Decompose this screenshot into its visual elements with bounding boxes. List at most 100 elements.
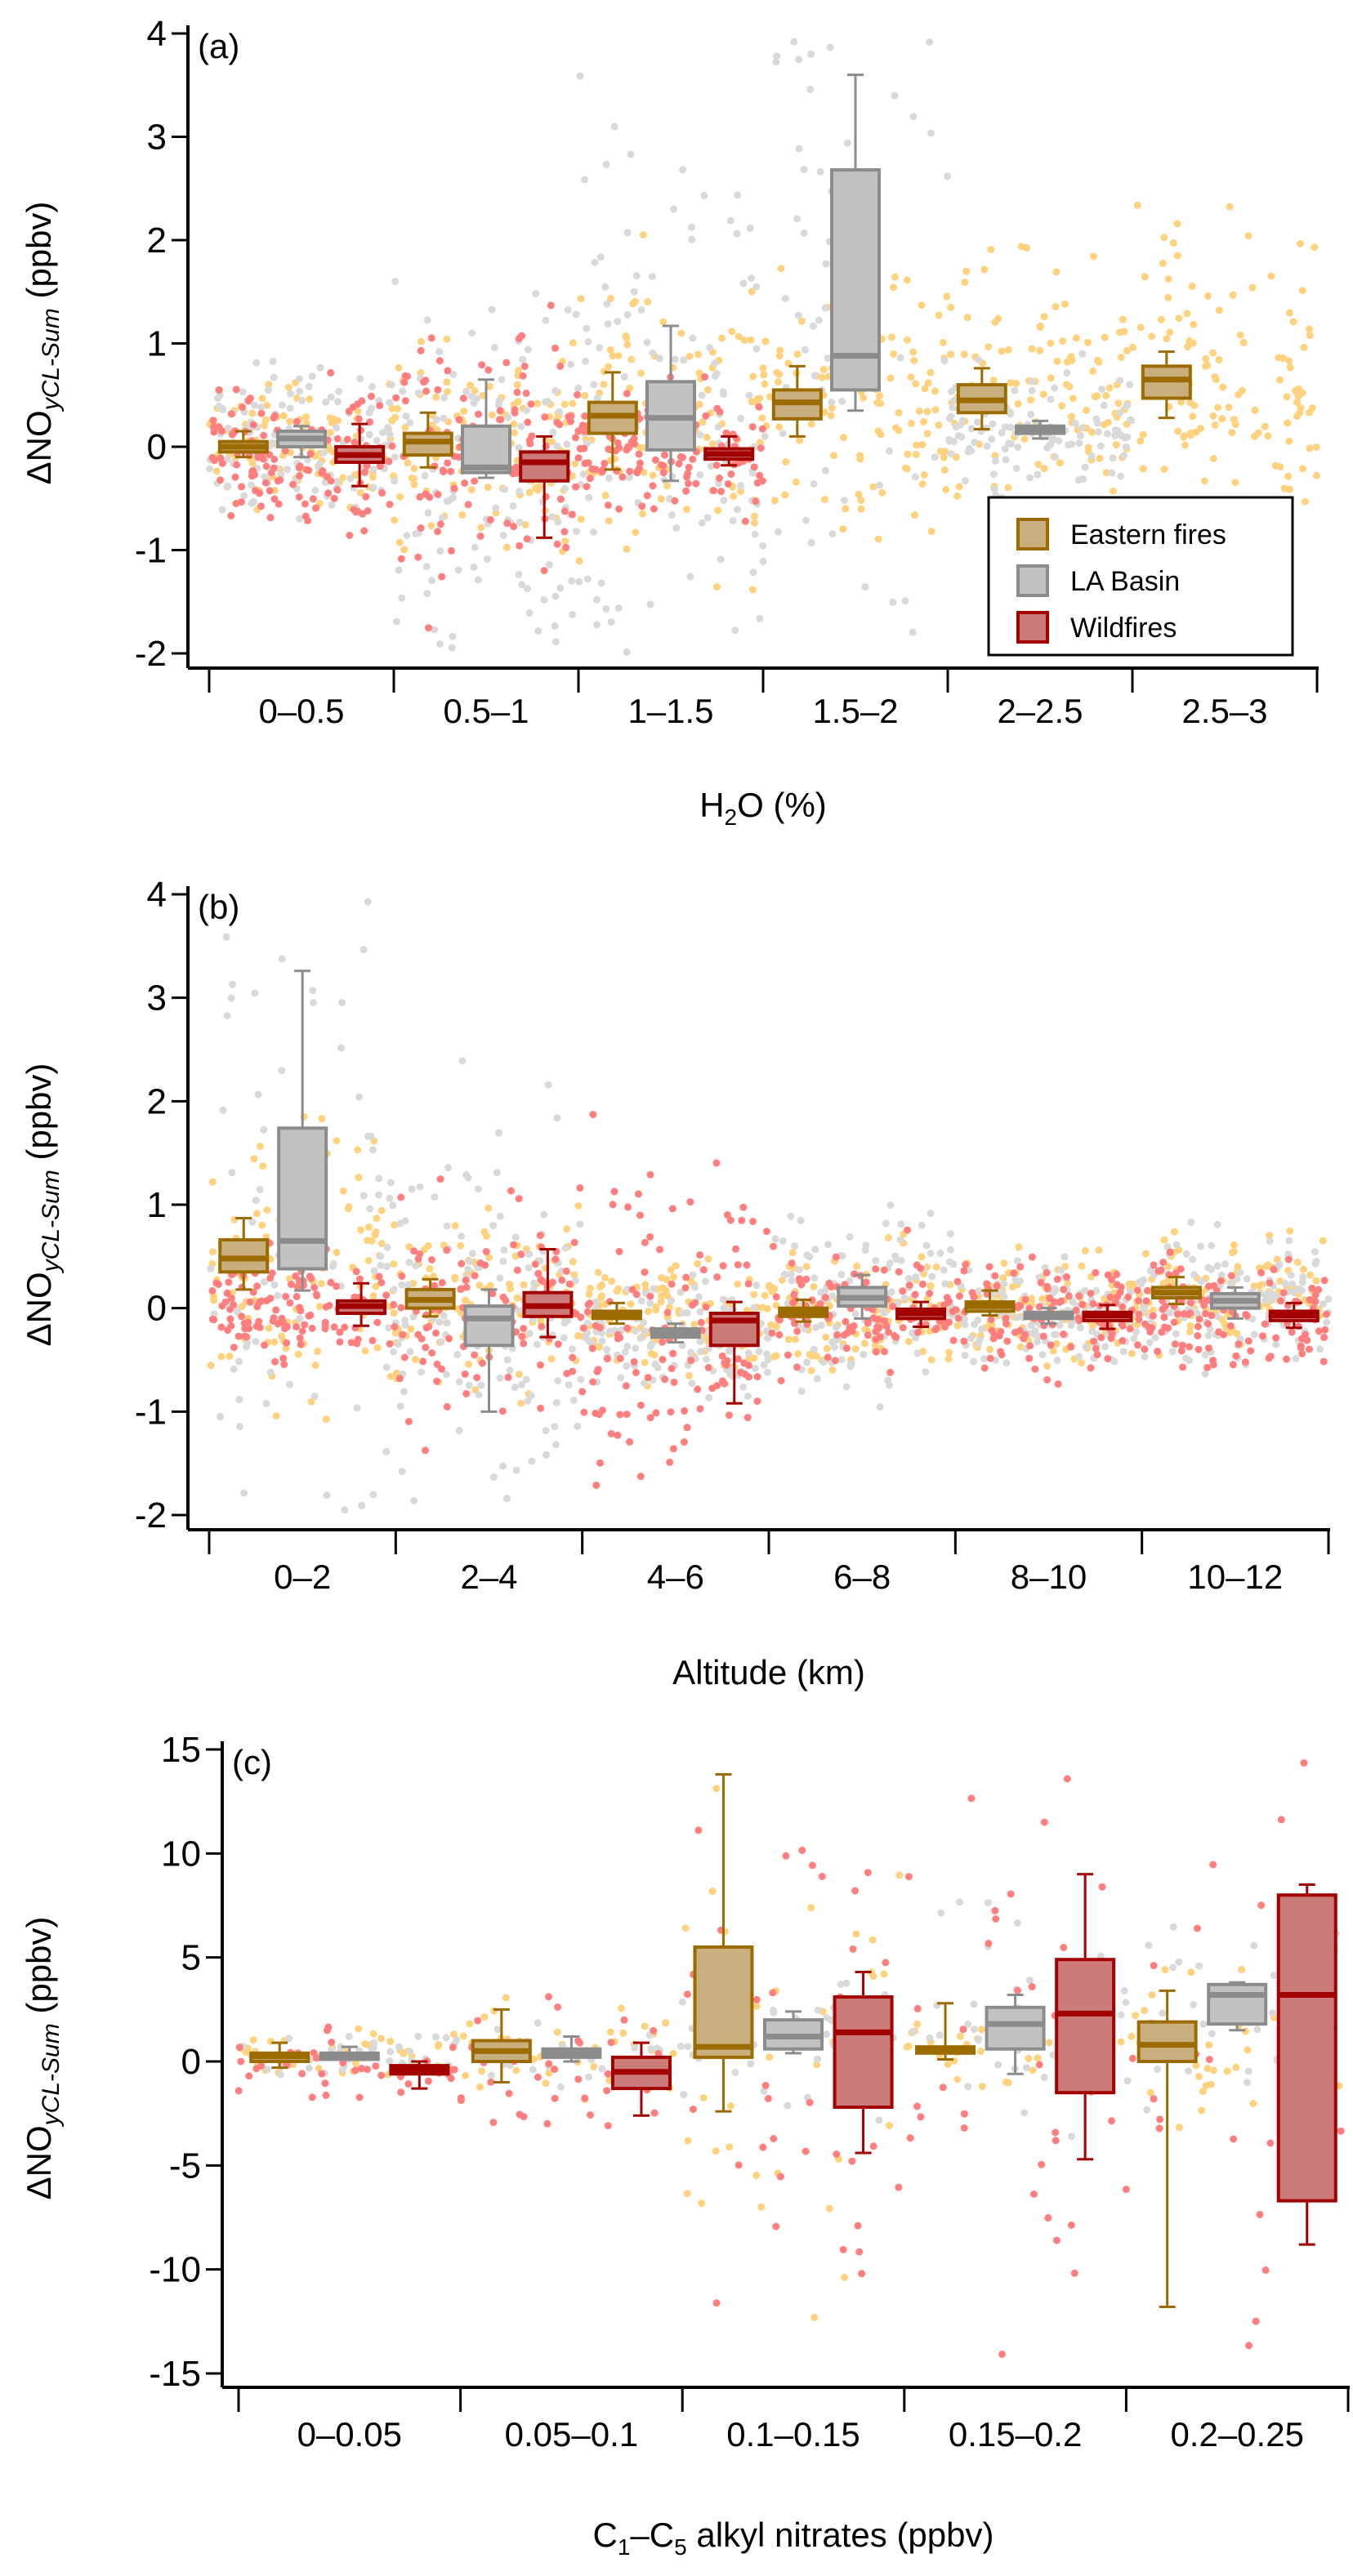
scatter-point-la-basin [438,514,446,522]
scatter-point-eastern [390,1309,398,1317]
scatter-point-eastern [745,1355,753,1362]
scatter-point-wildfires [1177,1347,1186,1355]
scatter-point-la-basin [970,1357,978,1366]
scatter-point-wildfires [253,1282,261,1290]
panel-label: (b) [198,888,239,926]
scatter-point-eastern [913,2020,922,2028]
scatter-point-wildfires [244,397,252,405]
scatter-point-la-basin [1250,1941,1258,1950]
scatter-point-eastern [904,450,912,458]
scatter-point-la-basin [678,1998,686,2006]
scatter-point-eastern [466,2020,474,2028]
scatter-point-wildfires [244,1318,252,1326]
scatter-point-wildfires [643,492,651,500]
scatter-point-eastern [248,409,257,417]
scatter-point-eastern [752,2172,761,2179]
scatter-point-wildfires [1232,1352,1240,1360]
scatter-point-la-basin [1078,350,1087,358]
scatter-point-wildfires [538,1322,546,1330]
scatter-point-wildfires [432,1329,440,1337]
scatter-point-eastern [1049,1347,1057,1355]
scatter-point-la-basin [310,999,317,1007]
scatter-point-wildfires [354,1335,362,1344]
scatter-point-eastern [561,537,569,546]
scatter-point-wildfires [297,1340,305,1348]
scatter-point-la-basin [445,497,453,505]
scatter-point-eastern [920,417,928,426]
scatter-point-wildfires [1194,1345,1203,1353]
scatter-point-la-basin [394,1340,402,1348]
scatter-point-eastern [1306,444,1314,452]
scatter-point-wildfires [726,1216,735,1224]
scatter-point-eastern [1312,1277,1320,1285]
scatter-point-eastern [841,2274,849,2281]
scatter-point-la-basin [364,1132,373,1140]
scatter-point-wildfires [855,2248,864,2256]
scatter-point-la-basin [401,1217,409,1225]
scatter-point-la-basin [568,1345,576,1353]
scatter-point-wildfires [1065,1292,1073,1300]
scatter-point-eastern [1095,358,1103,366]
scatter-point-eastern [1004,484,1012,492]
scatter-point-wildfires [248,472,256,480]
scatter-point-la-basin [373,437,381,444]
scatter-point-la-basin [941,1280,949,1288]
legend: Eastern fires LA Basin Wildfires [987,496,1294,657]
scatter-point-la-basin [270,373,278,381]
scatter-point-eastern [912,380,920,388]
scatter-point-eastern [807,420,815,428]
scatter-point-eastern [333,1249,341,1256]
scatter-point-eastern [606,2028,614,2036]
scatter-point-wildfires [712,461,721,470]
scatter-point-wildfires [911,1290,919,1299]
scatter-point-la-basin [1130,1335,1138,1343]
scatter-point-wildfires [960,2124,968,2132]
scatter-point-eastern [1218,415,1226,423]
scatter-point-la-basin [1140,1276,1147,1284]
scatter-point-la-basin [937,1909,945,1917]
scatter-point-eastern [1299,465,1307,473]
scatter-point-la-basin [278,1067,286,1075]
scatter-point-eastern [986,1345,994,1353]
scatter-point-la-basin [431,1193,439,1201]
scatter-point-la-basin [295,375,303,383]
scatter-point-eastern [361,1347,369,1355]
scatter-point-eastern [1232,2063,1240,2071]
scatter-point-wildfires [756,471,764,479]
box-wildfires [389,2060,450,2090]
scatter-point-la-basin [1094,428,1102,436]
scatter-point-la-basin [621,1348,629,1356]
scatter-point-eastern [529,2055,538,2063]
scatter-point-eastern [931,406,940,414]
scatter-point-wildfires [286,1299,294,1307]
scatter-point-eastern [767,1321,775,1329]
x-title-part: O (%) [737,786,827,824]
scatter-point-eastern [318,1115,326,1123]
scatter-point-la-basin [468,329,476,337]
box-wildfires [703,435,755,467]
scatter-point-la-basin [399,387,407,395]
scatter-point-eastern [1064,1279,1072,1287]
scatter-point-wildfires [722,429,730,437]
scatter-point-la-basin [471,543,479,551]
scatter-point-eastern [1223,2067,1231,2075]
scatter-point-wildfires [848,2157,856,2165]
scatter-point-wildfires [556,362,565,370]
scatter-point-la-basin [926,2034,934,2042]
scatter-point-la-basin [1172,1330,1180,1338]
scatter-point-la-basin [927,1250,935,1258]
scatter-point-eastern [703,433,711,441]
scatter-point-eastern [372,1228,380,1236]
scatter-point-eastern [1034,461,1043,469]
scatter-point-eastern [782,458,790,466]
scatter-point-wildfires [322,1303,330,1311]
scatter-point-eastern [876,392,884,400]
scatter-point-eastern [306,395,314,403]
scatter-point-la-basin [695,1293,703,1301]
scatter-point-eastern [641,1358,649,1366]
scatter-point-la-basin [1071,419,1079,427]
scatter-point-la-basin [474,576,482,584]
scatter-point-eastern [781,491,789,499]
scatter-point-la-basin [764,1356,772,1364]
scatter-point-la-basin [598,1337,606,1345]
